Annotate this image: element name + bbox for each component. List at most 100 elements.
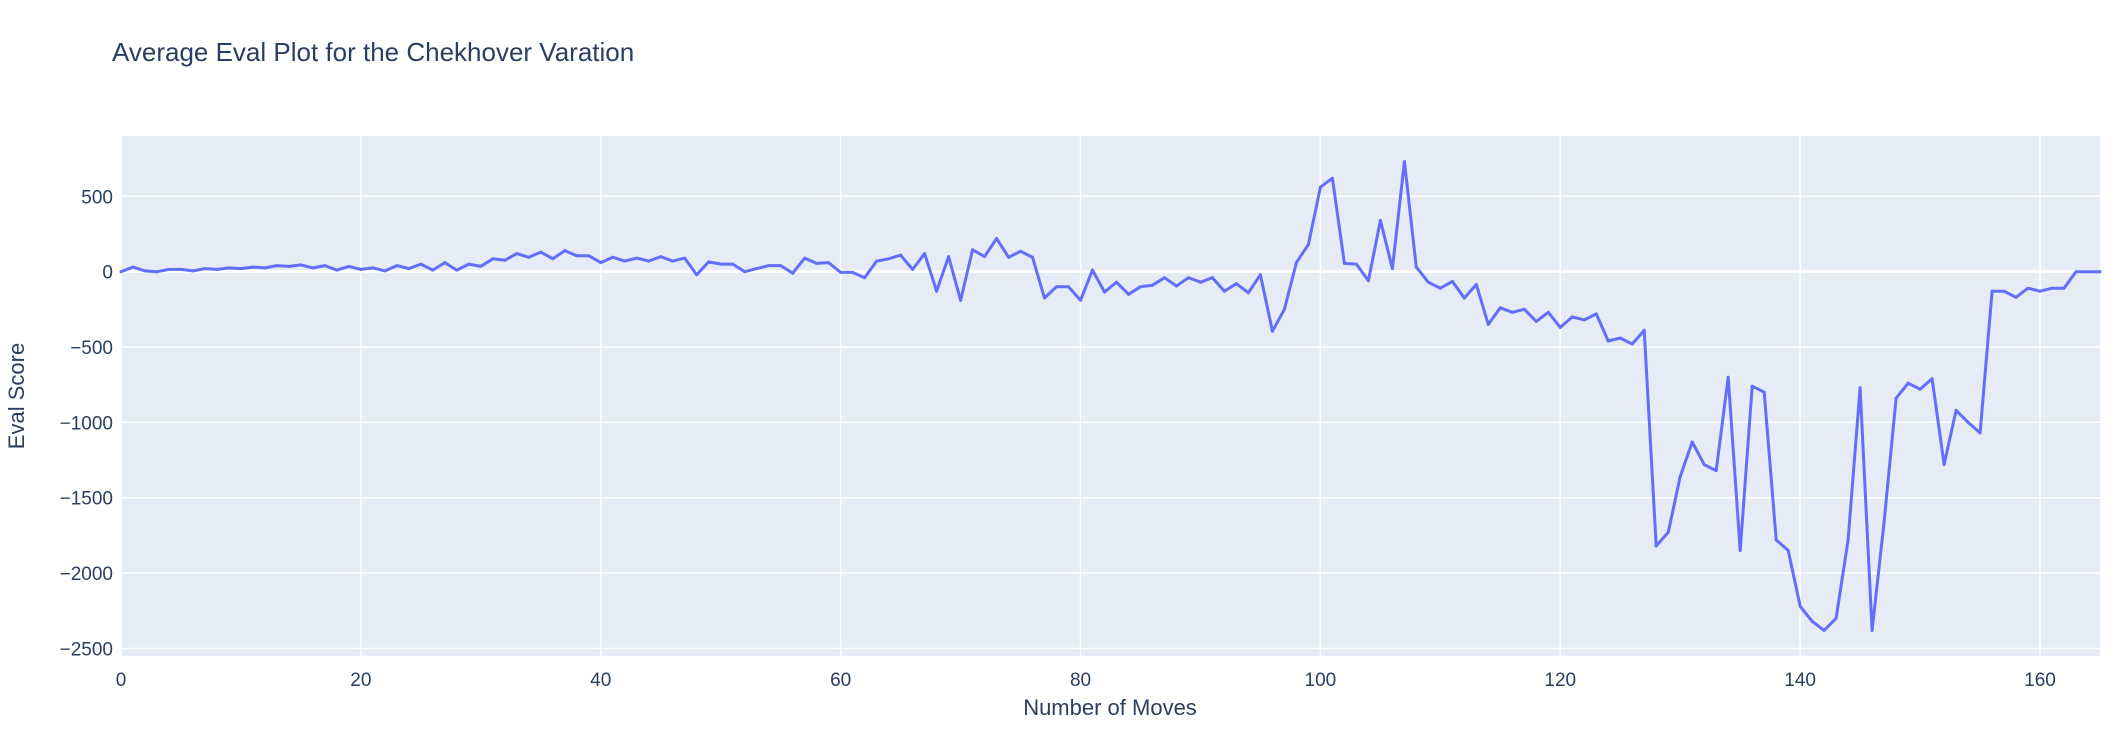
data-point xyxy=(1210,276,1214,280)
data-point xyxy=(2038,289,2042,293)
data-point xyxy=(1726,375,1730,379)
series-line xyxy=(119,160,2102,632)
data-point xyxy=(551,257,555,261)
data-point xyxy=(335,268,339,272)
data-point xyxy=(1858,386,1862,390)
data-point xyxy=(179,267,183,271)
data-point xyxy=(1330,176,1334,180)
data-point xyxy=(599,261,603,265)
data-point xyxy=(635,256,639,260)
data-point xyxy=(479,264,483,268)
data-point xyxy=(1306,243,1310,246)
data-point xyxy=(743,270,747,274)
data-point xyxy=(2086,270,2090,274)
data-point xyxy=(611,255,615,259)
data-point xyxy=(1342,261,1346,265)
data-point xyxy=(1798,604,1802,608)
data-point xyxy=(1079,298,1082,302)
data-point xyxy=(1630,342,1634,346)
data-point xyxy=(263,266,267,270)
data-point xyxy=(659,255,663,259)
data-point xyxy=(1882,520,1886,524)
data-point xyxy=(899,253,903,257)
data-point xyxy=(311,266,315,270)
data-point xyxy=(323,264,327,268)
data-point xyxy=(1810,619,1814,623)
y-tick-label: −2500 xyxy=(60,639,113,660)
chart-title: Average Eval Plot for the Chekhover Vara… xyxy=(112,37,634,67)
data-point xyxy=(2026,286,2030,290)
data-point xyxy=(779,264,783,268)
data-point xyxy=(1031,255,1034,259)
y-axis-title: Eval Score xyxy=(4,343,29,449)
data-point xyxy=(155,270,159,274)
data-point xyxy=(1115,280,1118,284)
data-point xyxy=(515,252,519,256)
data-point xyxy=(1294,261,1298,265)
data-point xyxy=(1426,280,1430,284)
data-point xyxy=(1055,285,1058,289)
data-point xyxy=(887,257,891,261)
data-point xyxy=(671,259,675,263)
data-point xyxy=(1870,628,1874,632)
data-point xyxy=(299,263,303,267)
data-point xyxy=(251,265,255,269)
data-point xyxy=(359,267,363,271)
data-point xyxy=(467,262,471,266)
data-point xyxy=(1354,262,1358,266)
data-point xyxy=(167,267,171,271)
data-point xyxy=(1582,318,1586,322)
data-point xyxy=(215,267,219,271)
y-tick-label: −1500 xyxy=(60,489,113,510)
data-point xyxy=(1654,544,1658,548)
data-point xyxy=(911,267,915,271)
data-point xyxy=(563,249,567,253)
data-point xyxy=(203,267,207,271)
data-point xyxy=(851,270,855,274)
data-point xyxy=(935,289,939,293)
data-point xyxy=(755,267,759,271)
data-point xyxy=(1690,440,1694,444)
data-point xyxy=(2074,270,2078,274)
data-point xyxy=(1258,273,1262,277)
data-point xyxy=(1270,329,1274,333)
data-point xyxy=(383,269,387,273)
data-point xyxy=(683,256,687,260)
data-point xyxy=(1486,322,1490,326)
data-point xyxy=(1942,463,1946,467)
data-point xyxy=(455,268,459,272)
data-point xyxy=(839,270,843,274)
data-point xyxy=(647,259,651,263)
data-point xyxy=(719,262,723,266)
series-layer xyxy=(119,160,2102,632)
data-point xyxy=(1750,384,1754,388)
data-point xyxy=(1498,306,1502,310)
data-point xyxy=(767,264,771,268)
data-point xyxy=(1390,267,1394,271)
data-point xyxy=(275,264,279,268)
data-point xyxy=(191,269,195,273)
data-point xyxy=(2002,289,2006,293)
data-point xyxy=(695,273,699,277)
data-point xyxy=(1702,463,1706,467)
y-tick-label: 0 xyxy=(102,263,113,284)
data-point xyxy=(1474,283,1478,286)
data-point xyxy=(347,264,351,268)
data-point xyxy=(791,271,795,275)
data-point xyxy=(1450,279,1454,283)
x-tick-label: 20 xyxy=(350,670,371,691)
data-point xyxy=(1966,420,1970,424)
data-point xyxy=(1378,218,1382,222)
data-point xyxy=(431,268,435,272)
data-point xyxy=(983,255,987,259)
data-point xyxy=(2014,295,2018,299)
data-point xyxy=(1103,290,1106,294)
data-point xyxy=(863,276,867,280)
data-point xyxy=(2050,286,2054,290)
data-point xyxy=(1222,289,1226,293)
data-point xyxy=(143,269,147,273)
data-point xyxy=(407,267,411,271)
data-point xyxy=(995,237,999,240)
x-tick-label: 60 xyxy=(830,670,851,691)
data-point xyxy=(1007,255,1011,259)
